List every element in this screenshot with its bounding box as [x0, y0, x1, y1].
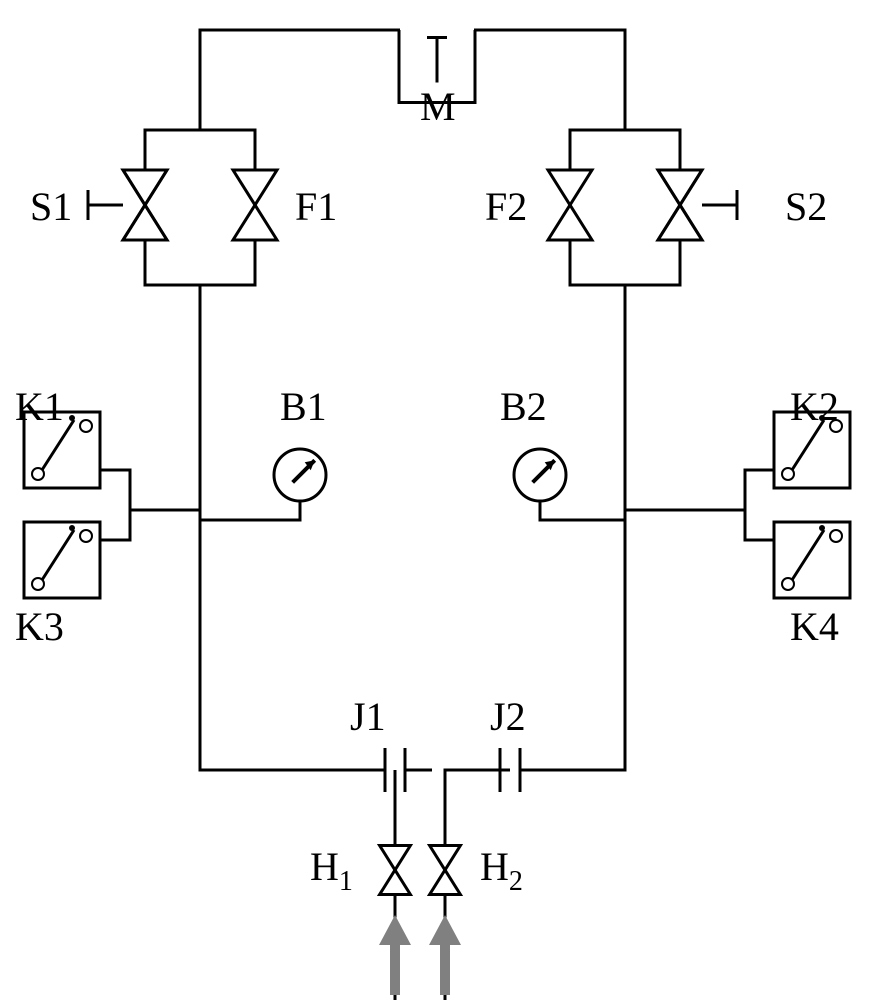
- label-H2: H2: [480, 844, 523, 897]
- edge-F2_bottom_join_l: [570, 240, 625, 285]
- node-Arrow1: [379, 915, 411, 995]
- label-F2: F2: [485, 184, 527, 229]
- edge-K3_tap: [100, 510, 130, 540]
- label-K3: K3: [15, 604, 64, 649]
- label-J1: J1: [350, 694, 386, 739]
- edge-line1_down: [200, 285, 358, 770]
- label-F1: F1: [295, 184, 337, 229]
- edge-M_left: [145, 30, 400, 170]
- node-K4: [774, 522, 850, 598]
- label-J2: J2: [490, 694, 526, 739]
- pid-diagram: M S1 S2 F1 F2 B1 B2 K1 K2 K3 K4 J1 J2 H1…: [0, 0, 874, 1000]
- node-B2: [514, 449, 566, 501]
- edge-M_right: [474, 30, 625, 170]
- edge-K4_tap: [745, 510, 775, 540]
- edge-F2_bottom_join_r: [625, 240, 680, 285]
- node-B1: [274, 449, 326, 501]
- edge-M_right_branch: [625, 130, 680, 170]
- label-K4: K4: [790, 604, 839, 649]
- edge-M_left_branch: [200, 130, 255, 170]
- nodes-layer: [24, 30, 850, 995]
- node-H1: [380, 846, 411, 895]
- node-F1_valve_right: [233, 170, 277, 240]
- node-S1: [88, 170, 167, 240]
- node-S2: [658, 170, 737, 240]
- label-S2: S2: [785, 184, 827, 229]
- edge-line2_down: [547, 285, 625, 770]
- label-M: M: [420, 84, 456, 129]
- label-K2: K2: [790, 384, 839, 429]
- node-Arrow2: [429, 915, 461, 995]
- edge-F1r_bottom_join: [200, 240, 255, 285]
- edge-K1_tap: [100, 470, 200, 510]
- label-B1: B1: [280, 384, 327, 429]
- node-K3: [24, 522, 100, 598]
- edge-K2_tap: [625, 470, 775, 510]
- label-K1: K1: [15, 384, 64, 429]
- node-H2: [430, 846, 461, 895]
- edge-B1_tap: [200, 501, 300, 520]
- label-H1: H1: [310, 844, 353, 897]
- node-F1_valve_left: [123, 170, 167, 240]
- edge-B2_tap: [540, 501, 625, 520]
- edges-layer: [100, 30, 775, 1000]
- label-S1: S1: [30, 184, 72, 229]
- edge-S1F1_bottom_join: [145, 240, 200, 285]
- node-F2_valve_left: [548, 170, 592, 240]
- label-B2: B2: [500, 384, 547, 429]
